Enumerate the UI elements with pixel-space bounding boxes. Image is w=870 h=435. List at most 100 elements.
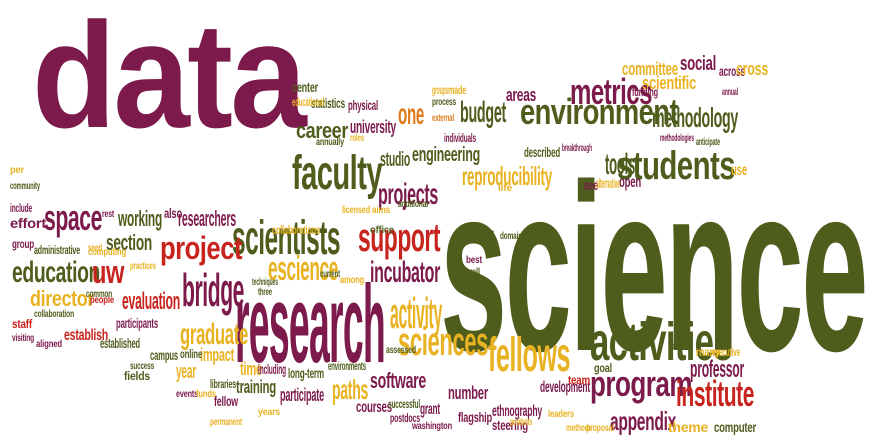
word-participants: participants (116, 315, 158, 331)
word-time: time (240, 359, 262, 379)
word-open: open (619, 174, 641, 191)
word-reproducibility: reproducibility (462, 161, 552, 191)
word-environment: environment (520, 91, 679, 132)
word-described: described (524, 144, 560, 160)
word-fields: fields (124, 369, 150, 383)
word-external: external (432, 113, 454, 124)
word-budget: budget (460, 96, 506, 129)
word-scientists: scientists (232, 212, 340, 265)
word-educational: educational (292, 95, 324, 109)
word-among: among (340, 275, 364, 286)
word-effort: effort (10, 215, 46, 231)
word-permanent: permanent (210, 417, 242, 428)
word-rest: rest (102, 209, 114, 220)
word-theme: theme (668, 419, 708, 435)
word-use: use (731, 162, 747, 179)
word-three: three (258, 287, 272, 298)
word-online: online (180, 347, 202, 361)
word-techniques: techniques (252, 277, 278, 288)
word-bridge: bridge (182, 264, 244, 316)
word-one: one (398, 98, 424, 131)
word-people: people (90, 295, 114, 306)
word-metrics: metrics (570, 71, 652, 112)
word-best: best (466, 255, 482, 266)
word-flagship: flagship (458, 409, 492, 425)
word-projects: projects (378, 178, 438, 211)
word-fellow: fellow (214, 393, 238, 409)
word-goal: goal (594, 361, 612, 375)
word-education: education (12, 256, 100, 289)
word-appendix: appendix (610, 406, 676, 435)
word-see: see (584, 177, 598, 193)
word-uw: uw (92, 254, 124, 290)
word-institute: institute (676, 373, 754, 414)
word-working: working (118, 206, 162, 231)
word-support: support (358, 216, 440, 260)
word-year: year (176, 361, 196, 383)
word-students: students (617, 144, 736, 188)
word-groups: groups (432, 83, 448, 97)
word-aligned: aligned (36, 339, 62, 350)
word-positions: positions (510, 417, 532, 428)
word-group: group (12, 237, 34, 251)
word-committee: committee (622, 59, 678, 79)
word-per: per (10, 165, 24, 176)
word-faculty: faculty (292, 147, 383, 200)
word-professor: professor (690, 356, 744, 383)
word-libraries: libraries (210, 377, 236, 391)
word-assessed: assessed (386, 345, 416, 356)
word-physical: physical (348, 97, 378, 113)
word-long-term: long-term (288, 365, 324, 381)
word-collaborations: collaborations (272, 223, 320, 237)
word-aims: aims (372, 205, 390, 216)
word-activity: activity (390, 289, 442, 338)
word-evaluation: evaluation (122, 288, 180, 315)
word-career: career (296, 118, 348, 143)
word-established: established (100, 335, 140, 351)
word-number: number (448, 383, 488, 403)
word-scientific: scientific (642, 73, 696, 93)
word-program: program (590, 363, 693, 404)
word-ethnography: ethnography (492, 403, 542, 420)
word-events: events (176, 389, 198, 400)
word-establish: establish (64, 327, 108, 344)
word-funding: funding (632, 85, 658, 99)
word-activities: activities (590, 312, 733, 372)
word-impact: impact (200, 345, 234, 365)
word-director: director (30, 286, 94, 311)
word-cross: cross (736, 59, 768, 79)
word-practices: practices (130, 261, 156, 272)
word-data: data (32, 0, 307, 159)
word-collaboration: collaboration (34, 309, 74, 320)
word-methodology: methodology (652, 102, 738, 133)
word-life: life (498, 183, 512, 194)
word-funds: funds (196, 389, 216, 400)
word-grant: grant (420, 401, 440, 418)
word-successful: successful (388, 397, 420, 411)
word-space: space (44, 197, 102, 238)
word-proposal: proposal (586, 423, 614, 434)
word-include: include (10, 201, 32, 215)
word-range: range (670, 341, 686, 352)
word-roles: roles (350, 133, 364, 144)
word-executive: executive (712, 345, 740, 359)
word-project: project (160, 230, 243, 266)
word-well: well (466, 267, 480, 278)
word-additional: additional (398, 199, 428, 210)
word-washington: washington (412, 421, 452, 432)
word-incubator: incubator (370, 256, 440, 289)
word-common: common (86, 289, 112, 300)
word-visiting: visiting (12, 333, 34, 344)
word-leaders: leaders (548, 409, 574, 420)
word-community: community (10, 181, 40, 192)
word-university: university (350, 117, 396, 137)
word-also: also (164, 205, 182, 221)
word-current: current (320, 269, 340, 280)
word-graduate: graduate (180, 318, 248, 351)
word-seed: seed (88, 243, 102, 254)
word-training: training (236, 377, 276, 397)
word-engineering: engineering (412, 144, 480, 166)
word-methodologies: methodologies (660, 133, 694, 144)
word-made: made (448, 83, 466, 97)
word-steering: steering (492, 417, 528, 433)
